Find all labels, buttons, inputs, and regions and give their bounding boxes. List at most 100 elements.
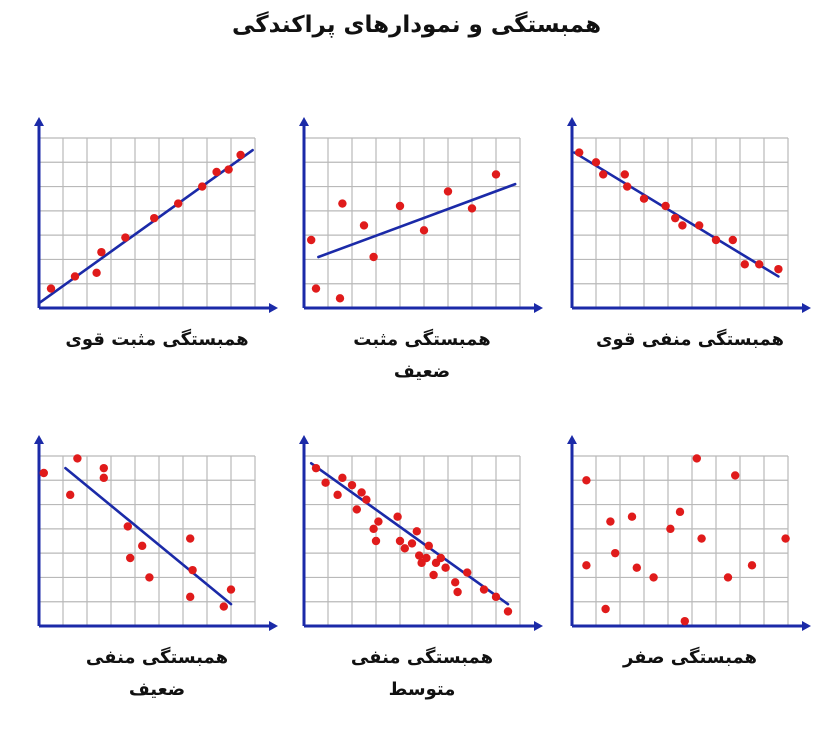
- data-point: [415, 551, 424, 560]
- data-point: [362, 495, 371, 504]
- data-point: [599, 170, 608, 179]
- data-point: [678, 221, 687, 230]
- data-point: [126, 553, 135, 563]
- data-point: [333, 490, 342, 500]
- data-point: [338, 473, 347, 483]
- data-point: [150, 213, 159, 223]
- y-axis-arrow-icon: [299, 117, 309, 126]
- data-point: [138, 541, 147, 551]
- scatter-plot-weak-negative: [34, 435, 278, 631]
- data-point: [99, 463, 109, 473]
- chart-title-zero: همبستگی صفر: [622, 647, 758, 668]
- data-point: [371, 536, 381, 546]
- trend-line: [64, 466, 233, 606]
- data-point: [692, 454, 701, 463]
- data-point: [575, 148, 584, 157]
- data-point: [198, 182, 207, 191]
- data-point: [174, 199, 183, 208]
- data-point: [774, 264, 783, 274]
- data-point: [781, 534, 790, 543]
- data-point: [463, 568, 472, 577]
- trend-line: [309, 461, 510, 606]
- scatter-plot-moderate-negative: [299, 435, 543, 631]
- data-point: [347, 480, 357, 490]
- data-point: [661, 201, 670, 211]
- data-point: [321, 478, 330, 487]
- data-point: [666, 524, 675, 534]
- data-point: [695, 221, 704, 230]
- data-point: [755, 260, 764, 269]
- data-point: [369, 524, 378, 534]
- data-point: [70, 272, 80, 281]
- data-point: [503, 607, 513, 616]
- x-axis-arrow-icon: [269, 621, 278, 631]
- x-axis-arrow-icon: [269, 303, 278, 313]
- data-point: [491, 170, 501, 179]
- data-point: [606, 517, 615, 526]
- data-point: [491, 592, 501, 602]
- x-axis-arrow-icon: [802, 621, 811, 631]
- chart-panel-weak-negative: همبستگی منفی ضعیف: [27, 434, 287, 734]
- scatter-plot-weak-positive: [299, 117, 543, 313]
- data-point: [649, 573, 658, 582]
- x-axis-arrow-icon: [534, 621, 543, 631]
- data-point: [582, 561, 591, 570]
- data-point: [582, 476, 591, 485]
- chart-title-moderate-negative: همبستگی منفی متوسط: [350, 647, 494, 700]
- data-point: [311, 463, 321, 473]
- data-point: [419, 226, 429, 235]
- data-point: [453, 587, 462, 597]
- data-point: [123, 522, 132, 531]
- data-point: [335, 294, 345, 303]
- data-point: [369, 252, 378, 262]
- data-point: [236, 150, 245, 160]
- data-point: [711, 235, 721, 245]
- data-point: [728, 235, 737, 245]
- data-point: [611, 548, 620, 558]
- data-point: [443, 187, 453, 196]
- data-point: [632, 563, 641, 572]
- data-point: [393, 512, 402, 521]
- data-point: [374, 517, 383, 526]
- data-point: [591, 158, 601, 167]
- data-point: [145, 573, 154, 582]
- x-axis-arrow-icon: [802, 303, 811, 313]
- data-point: [639, 194, 649, 203]
- data-point: [747, 561, 757, 570]
- data-point: [73, 454, 82, 463]
- y-axis-arrow-icon: [34, 117, 44, 126]
- chart-panel-strong-negative: همبستگی منفی قوی: [560, 116, 820, 416]
- data-point: [359, 221, 369, 230]
- data-point: [311, 284, 321, 293]
- data-point: [680, 616, 689, 626]
- data-point: [99, 473, 109, 483]
- data-point: [422, 553, 431, 563]
- y-axis-arrow-icon: [34, 435, 44, 444]
- chart-title-weak-negative: همبستگی منفی ضعیف: [85, 647, 229, 700]
- data-point: [400, 544, 409, 553]
- scatter-plot-strong-positive: [34, 117, 278, 313]
- data-point: [467, 204, 477, 213]
- y-axis-arrow-icon: [567, 435, 577, 444]
- data-point: [671, 213, 680, 223]
- chart-title-strong-negative: همبستگی منفی قوی: [596, 329, 784, 350]
- y-axis-arrow-icon: [567, 117, 577, 126]
- data-point: [338, 199, 347, 208]
- data-point: [226, 585, 236, 594]
- data-point: [224, 165, 233, 174]
- scatter-plot-strong-negative: [567, 117, 811, 313]
- data-point: [307, 235, 316, 245]
- page-title: همبستگی و نمودارهای پراکندگی: [231, 12, 602, 38]
- chart-panel-moderate-negative: همبستگی منفی متوسط: [292, 434, 552, 734]
- data-point: [424, 541, 433, 551]
- chart-title-weak-positive: همبستگی مثبت ضعیف: [353, 329, 491, 382]
- data-point: [675, 507, 685, 517]
- chart-panel-strong-positive: همبستگی مثبت قوی: [27, 116, 287, 416]
- data-point: [395, 201, 405, 211]
- data-point: [66, 490, 75, 500]
- data-point: [441, 563, 450, 572]
- data-point: [620, 170, 629, 179]
- chart-title-strong-positive: همبستگی مثبت قوی: [65, 329, 249, 350]
- data-point: [188, 565, 197, 575]
- data-point: [623, 182, 632, 191]
